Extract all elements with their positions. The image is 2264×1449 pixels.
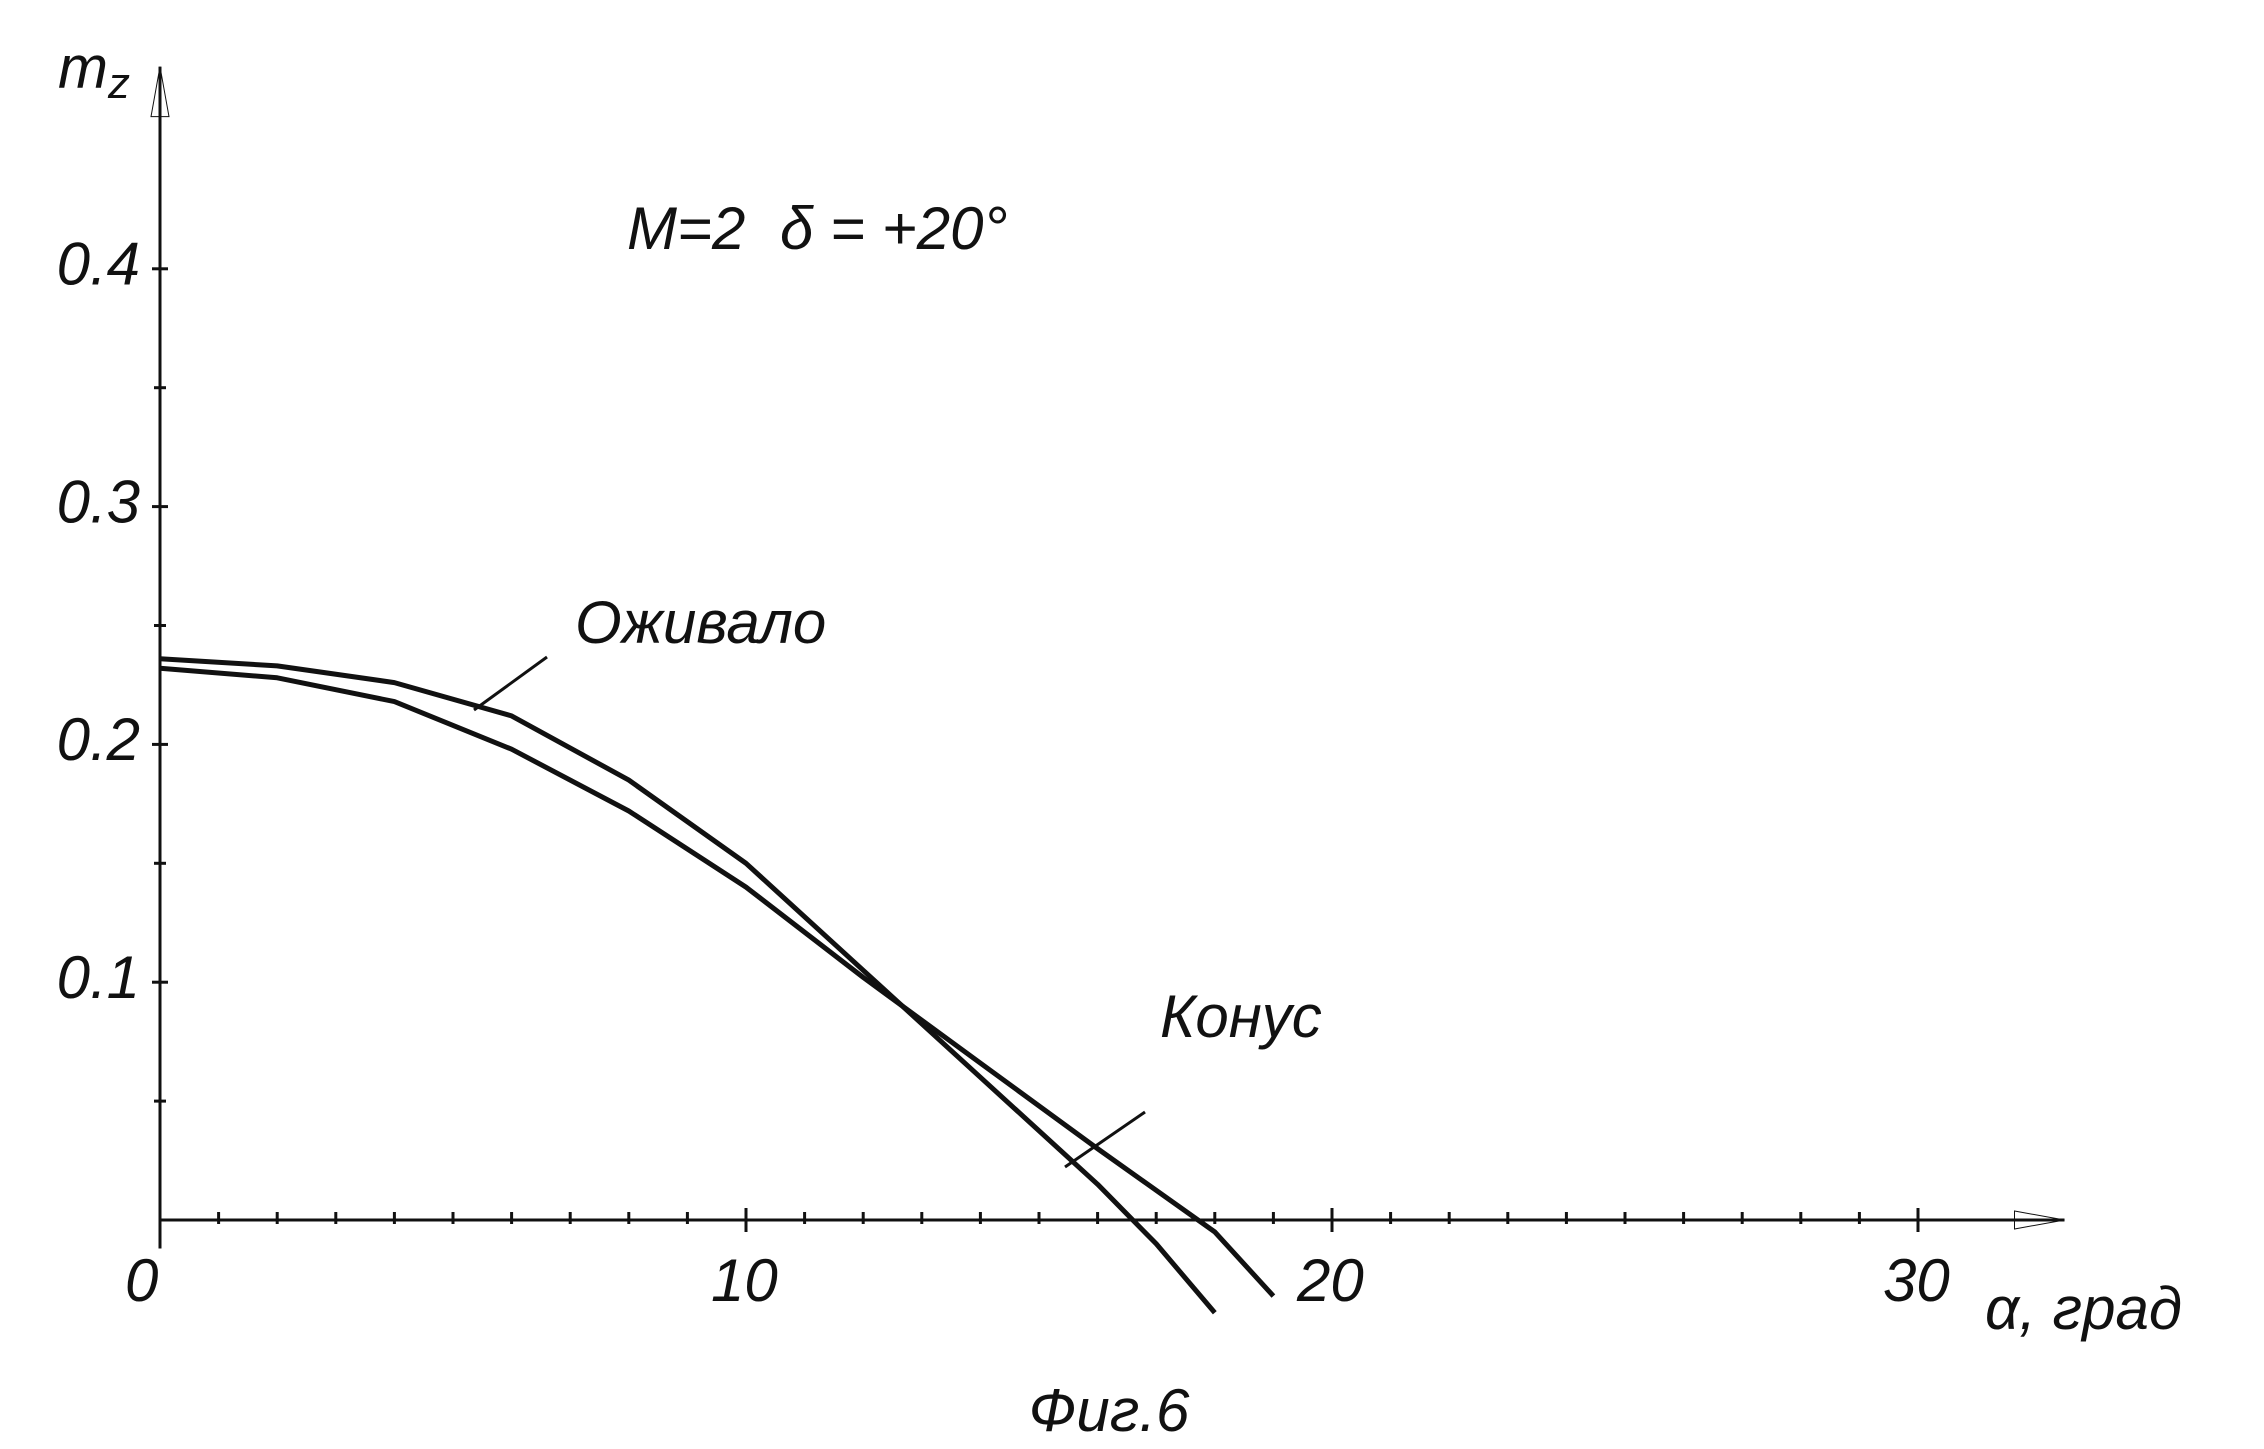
y-tick-label: 0.3	[57, 468, 140, 535]
x-tick-label: 0	[125, 1247, 158, 1314]
y-tick-label: 0.4	[57, 231, 140, 298]
y-axis-label: mz	[58, 34, 130, 108]
x-tick-label: 10	[711, 1247, 778, 1314]
chart: M=2 δ = +20° Фиг.6 α, град mz 0 10 20 30 0.1 0…	[0, 0, 2264, 1444]
series-label: Оживало	[575, 589, 826, 656]
annotation: δ = +20°	[780, 195, 1008, 262]
series-label: Конус	[1160, 983, 1322, 1050]
caption: Фиг.6	[1029, 1377, 1190, 1444]
series-line	[160, 668, 1273, 1296]
leader-line	[474, 657, 547, 710]
x-axis-label: α, град	[1985, 1275, 2182, 1342]
annotation: M=2	[627, 195, 745, 262]
x-tick-label: 30	[1883, 1247, 1950, 1314]
y-tick-label: 0.1	[57, 944, 140, 1011]
y-tick-label: 0.2	[57, 706, 140, 773]
leader-line	[1065, 1112, 1145, 1167]
x-tick-label: 20	[1296, 1247, 1364, 1314]
